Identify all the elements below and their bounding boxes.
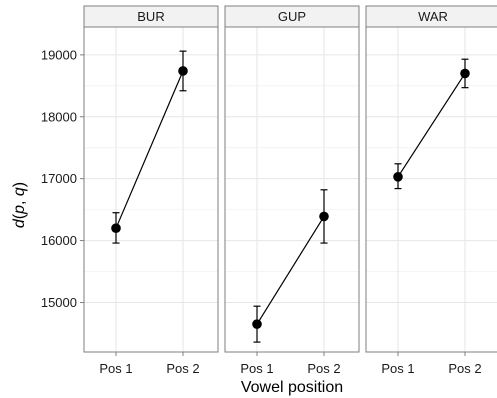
x-axis-title: Vowel position xyxy=(241,379,343,396)
series-line xyxy=(256,216,325,325)
x-tick-label: Pos 2 xyxy=(307,361,340,376)
data-point xyxy=(393,172,403,182)
data-point xyxy=(252,319,262,329)
data-point xyxy=(460,68,470,79)
facet-strip-label: WAR xyxy=(418,9,448,24)
facet-panel-gup: GUP Pos 1 Pos 2 xyxy=(224,5,360,376)
facet-background xyxy=(225,27,359,352)
y-axis-title-paren-open: ( xyxy=(11,213,28,219)
facet-background xyxy=(84,27,218,352)
y-axis: 15000 16000 17000 18000 19000 xyxy=(41,47,84,310)
series-line xyxy=(397,73,466,178)
y-axis-title-p: p xyxy=(11,205,28,215)
y-axis-title-d: d xyxy=(11,218,28,228)
y-tick-label: 19000 xyxy=(41,47,77,62)
facets-group: BUR Pos 1 Pos 2 GUP Pos 1 Pos 2 WAR Pos 1 Pos 2 xyxy=(83,5,497,376)
x-tick-label: Pos 1 xyxy=(240,361,273,376)
facet-panel-war: WAR Pos 1 Pos 2 xyxy=(365,5,497,376)
y-tick-label: 18000 xyxy=(41,109,77,124)
x-tick-label: Pos 1 xyxy=(99,361,132,376)
y-tick-label: 16000 xyxy=(41,233,77,248)
series-line xyxy=(115,70,184,229)
y-axis-title-comma: , xyxy=(11,196,28,205)
facet-strip-label: BUR xyxy=(137,9,164,24)
data-point xyxy=(111,223,121,233)
facet-panel-bur: BUR Pos 1 Pos 2 xyxy=(83,5,219,376)
y-axis-title-q: q xyxy=(11,187,28,196)
facet-background xyxy=(366,27,497,352)
data-point xyxy=(319,211,329,222)
facet-border xyxy=(224,26,360,353)
y-tick-label: 15000 xyxy=(41,295,77,310)
x-tick-label: Pos 2 xyxy=(166,361,199,376)
y-axis-title-paren-close: ) xyxy=(11,182,28,187)
facet-border xyxy=(365,26,497,353)
x-tick-label: Pos 1 xyxy=(381,361,414,376)
x-tick-label: Pos 2 xyxy=(448,361,481,376)
y-tick-label: 17000 xyxy=(41,171,77,186)
facet-strip-label: GUP xyxy=(278,9,306,24)
facet-border xyxy=(83,26,219,353)
data-point xyxy=(178,66,188,76)
y-axis-title: d(p, q) xyxy=(11,182,28,228)
